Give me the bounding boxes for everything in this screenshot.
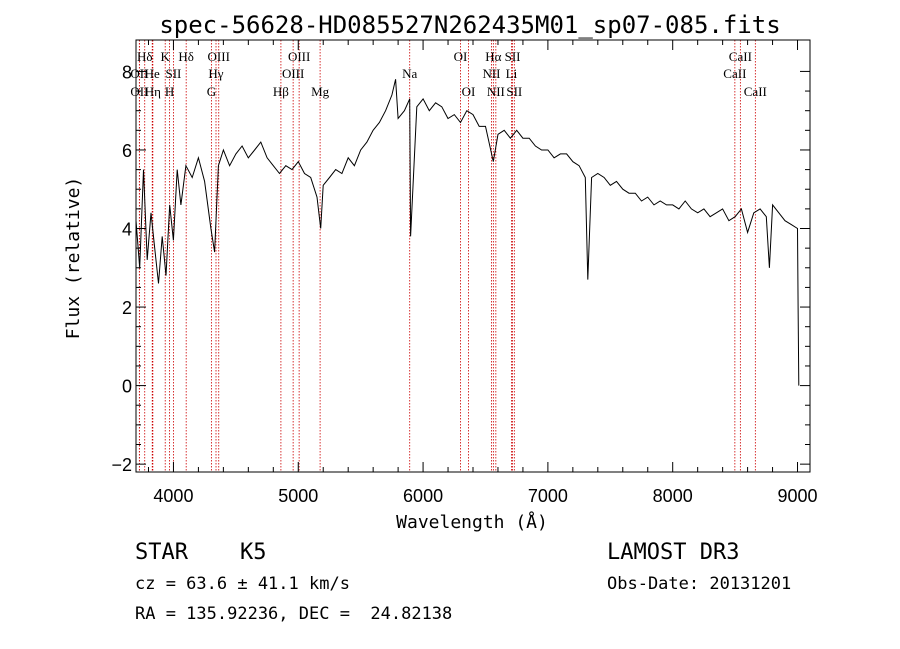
spectral-line-label: H xyxy=(165,84,174,99)
spectral-line-label: Hγ xyxy=(208,66,223,81)
observation-date: Obs-Date: 20131201 xyxy=(607,574,792,594)
spectral-line-label: Hβ xyxy=(273,84,289,99)
y-tick-label: 2 xyxy=(122,298,132,318)
x-tick-label: 6000 xyxy=(403,486,443,506)
axis-tick-labels: 4000 5000 6000 7000 8000 9000 −2 0 2 4 6 8 xyxy=(111,62,817,506)
spectral-line-label: OII xyxy=(130,66,148,81)
x-tick-label: 7000 xyxy=(528,486,568,506)
coordinates: RA = 135.92236, DEC = 24.82138 xyxy=(135,604,453,624)
spectral-line-label: SII xyxy=(165,66,181,81)
spectral-line-label: Hα xyxy=(485,49,501,64)
spectral-line-label: CaII xyxy=(729,49,752,64)
spectral-line-label: G xyxy=(207,84,216,99)
spectral-line-label: K xyxy=(161,49,171,64)
spectral-line-label: OIII xyxy=(208,49,230,64)
x-tick-label: 8000 xyxy=(653,486,693,506)
spectral-line-label: NII xyxy=(482,66,500,81)
y-tick-label: 4 xyxy=(122,220,132,240)
spectrum-series-line xyxy=(135,79,800,386)
plot-frame xyxy=(135,39,811,473)
spectral-line-label: NII xyxy=(487,84,505,99)
x-tick-label: 4000 xyxy=(153,486,193,506)
spectral-line-label: OIII xyxy=(288,49,310,64)
spectral-line-label: Na xyxy=(402,66,417,81)
spectral-line-markers xyxy=(138,40,756,472)
spectral-line-label: Li xyxy=(506,66,518,81)
redshift-value: cz = 63.6 ± 41.1 km/s xyxy=(135,574,350,594)
x-tick-label: 5000 xyxy=(278,486,318,506)
spectral-line-label: CaII xyxy=(744,84,767,99)
spectral-line-label: CaII xyxy=(723,66,746,81)
x-tick-label: 9000 xyxy=(777,486,817,506)
y-tick-label: 8 xyxy=(122,62,132,82)
spectral-line-label: SII xyxy=(505,49,521,64)
spectral-line-label: Hδ xyxy=(178,49,194,64)
spectral-line-label: OI xyxy=(462,84,476,99)
survey-name: LAMOST DR3 xyxy=(607,540,740,565)
axis-ticks xyxy=(136,40,810,472)
spectral-line-label: OI xyxy=(454,49,468,64)
spectral-line-label: SII xyxy=(506,84,522,99)
spectral-line-label: He xyxy=(145,66,160,81)
spectral-line-label: Hη xyxy=(145,84,161,99)
x-axis-label: Wavelength (Å) xyxy=(396,511,548,533)
object-subclass: K5 xyxy=(240,540,267,565)
y-axis-label: Flux (relative) xyxy=(63,177,84,340)
chart-title: spec-56628-HD085527N262435M01_sp07-085.f… xyxy=(159,11,780,39)
y-tick-label: 0 xyxy=(122,377,132,397)
spectral-line-label: Mg xyxy=(311,84,330,99)
object-class: STAR xyxy=(135,540,188,565)
spectral-line-label: OIII xyxy=(282,66,304,81)
y-tick-label: 6 xyxy=(122,141,132,161)
y-tick-label: −2 xyxy=(111,455,132,475)
spectral-line-label: Hδ xyxy=(137,49,153,64)
